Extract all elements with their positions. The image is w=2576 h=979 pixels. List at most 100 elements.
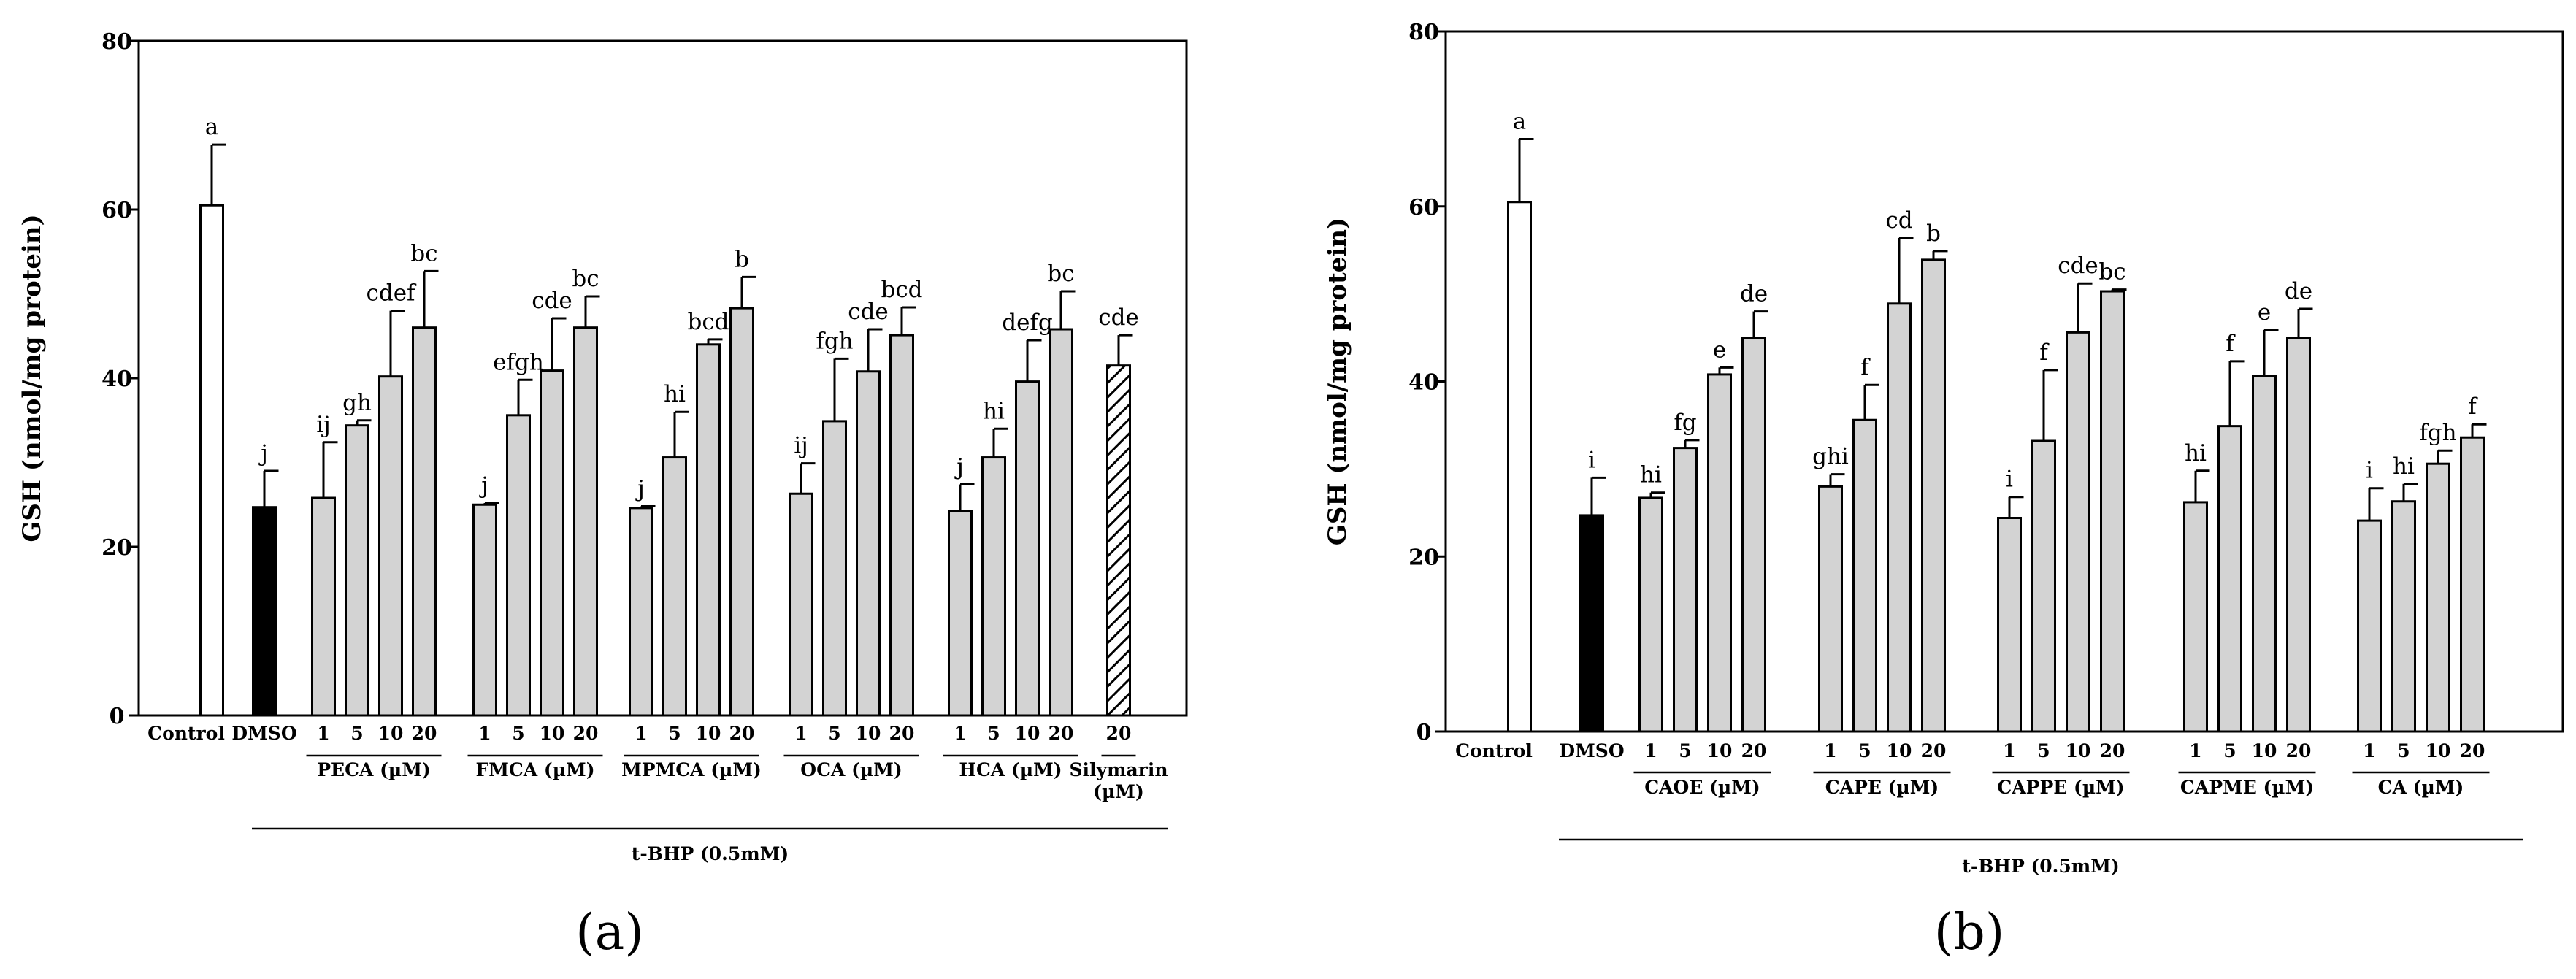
bar-dose — [2217, 425, 2242, 733]
significance-letter: j — [635, 476, 645, 502]
significance-letter: j — [954, 454, 964, 480]
bar-dose — [1887, 302, 1912, 733]
treatment-label: t-BHP (0.5mM) — [632, 843, 789, 864]
dose-label: 20 — [2286, 740, 2312, 761]
significance-letter: bc — [410, 240, 437, 266]
y-tick-label: 60 — [1408, 195, 1439, 220]
bar-dose — [629, 507, 653, 717]
dose-label: 5 — [828, 723, 840, 744]
significance-letter: e — [1713, 337, 1726, 363]
bar-dose — [506, 414, 531, 717]
dose-label: 20 — [729, 723, 755, 744]
bar-dose — [856, 370, 881, 717]
dose-label: 10 — [2252, 740, 2277, 761]
bar-dmso — [1579, 514, 1604, 733]
significance-letter: ghi — [1812, 444, 1849, 470]
treatment-label: t-BHP (0.5mM) — [1962, 856, 2119, 877]
panel-a: 0 20 40 60 80 GSH (nmol/mg protein) a Control j D… — [18, 29, 1188, 961]
group-label: CA (µM) — [2378, 777, 2464, 798]
significance-letter: b — [735, 246, 749, 272]
category-label: DMSO — [231, 723, 296, 744]
significance-letter: i — [2006, 467, 2013, 493]
dose-label: 10 — [856, 723, 881, 744]
significance-letter: e — [2258, 299, 2271, 326]
bar-dose — [311, 496, 336, 717]
category-label: DMSO — [1559, 740, 1624, 761]
significance-letter: fgh — [2419, 420, 2456, 446]
bar-dose — [889, 334, 914, 717]
dose-label: 5 — [1679, 740, 1691, 761]
y-tick-label: 0 — [110, 704, 125, 729]
significance-letter: b — [1926, 220, 1941, 247]
bar-dose — [1638, 496, 1663, 733]
dose-label: 1 — [635, 723, 647, 744]
dose-label: 20 — [889, 723, 915, 744]
bar-dose — [662, 456, 687, 717]
significance-letter: bc — [572, 266, 599, 292]
y-tick-label: 40 — [1408, 370, 1439, 396]
dose-label: 1 — [2003, 740, 2015, 761]
dose-label: 10 — [2066, 740, 2091, 761]
dose-label: 10 — [1887, 740, 1912, 761]
group-label: CAOE (µM) — [1644, 777, 1760, 798]
dose-label: 20 — [573, 723, 599, 744]
dose-label: 20 — [2100, 740, 2125, 761]
significance-letter: f — [2226, 331, 2236, 357]
significance-letter: fg — [1674, 410, 1696, 436]
bar-dose — [1921, 258, 1946, 733]
bar-dmso — [252, 506, 277, 717]
bar-dose — [1106, 364, 1131, 717]
significance-letter: fgh — [816, 328, 853, 354]
significance-letter: ij — [316, 412, 331, 438]
dose-label: 10 — [2426, 740, 2451, 761]
significance-letter: efgh — [493, 349, 544, 375]
group-label: MPMCA (µM) — [621, 759, 762, 780]
y-axis-label: GSH (nmol/mg protein) — [18, 214, 47, 542]
y-tick-label: 60 — [101, 198, 132, 223]
significance-letter: j — [258, 440, 268, 467]
group-label: FMCA (µM) — [475, 759, 594, 780]
bar-dose — [2183, 501, 2208, 733]
bar-dose — [2460, 436, 2485, 733]
bar-dose — [1707, 373, 1732, 733]
bar-control — [199, 204, 224, 717]
dose-label: 10 — [378, 723, 404, 744]
dose-label: 20 — [1106, 723, 1132, 744]
y-tick-label: 40 — [101, 366, 132, 392]
dose-label: 1 — [2363, 740, 2375, 761]
group-label: Silymarin — [1069, 759, 1168, 780]
dose-label: 5 — [2037, 740, 2050, 761]
bar-dose — [2391, 500, 2416, 733]
y-tick-label: 80 — [101, 29, 132, 55]
dose-label: 5 — [1858, 740, 1871, 761]
significance-letter: de — [1740, 281, 1768, 307]
significance-letter: hi — [1640, 462, 1662, 488]
dose-label: 1 — [954, 723, 966, 744]
bar-dose — [2357, 519, 2382, 733]
significance-letter: bc — [1047, 261, 1074, 287]
panel-b: 0 20 40 60 80 GSH (nmol/mg protein) a Control i D… — [1323, 20, 2564, 961]
significance-letter: gh — [342, 390, 372, 416]
y-tick-label: 20 — [101, 535, 132, 561]
dose-label: 20 — [1049, 723, 1074, 744]
significance-letter: ij — [794, 433, 808, 459]
significance-letter: hi — [983, 398, 1005, 424]
bar-dose — [822, 420, 847, 717]
significance-letter: cd — [1885, 207, 1912, 234]
y-tick-label: 0 — [1417, 720, 1432, 745]
significance-letter: i — [2366, 458, 2373, 484]
dose-label: 20 — [2460, 740, 2485, 761]
bar-dose — [2100, 290, 2125, 733]
group-label: PECA (µM) — [317, 759, 430, 780]
bar-control — [1507, 201, 1532, 733]
dose-label: 1 — [2189, 740, 2201, 761]
group-label: CAPME (µM) — [2180, 777, 2314, 798]
bar-dose — [1741, 337, 1766, 733]
bar-dose — [1852, 418, 1877, 733]
significance-letter: bcd — [687, 309, 729, 335]
bar-dose — [2426, 462, 2450, 733]
bar-dose — [2286, 337, 2311, 733]
dose-label: 10 — [1015, 723, 1040, 744]
bar-dose — [1997, 517, 2022, 733]
